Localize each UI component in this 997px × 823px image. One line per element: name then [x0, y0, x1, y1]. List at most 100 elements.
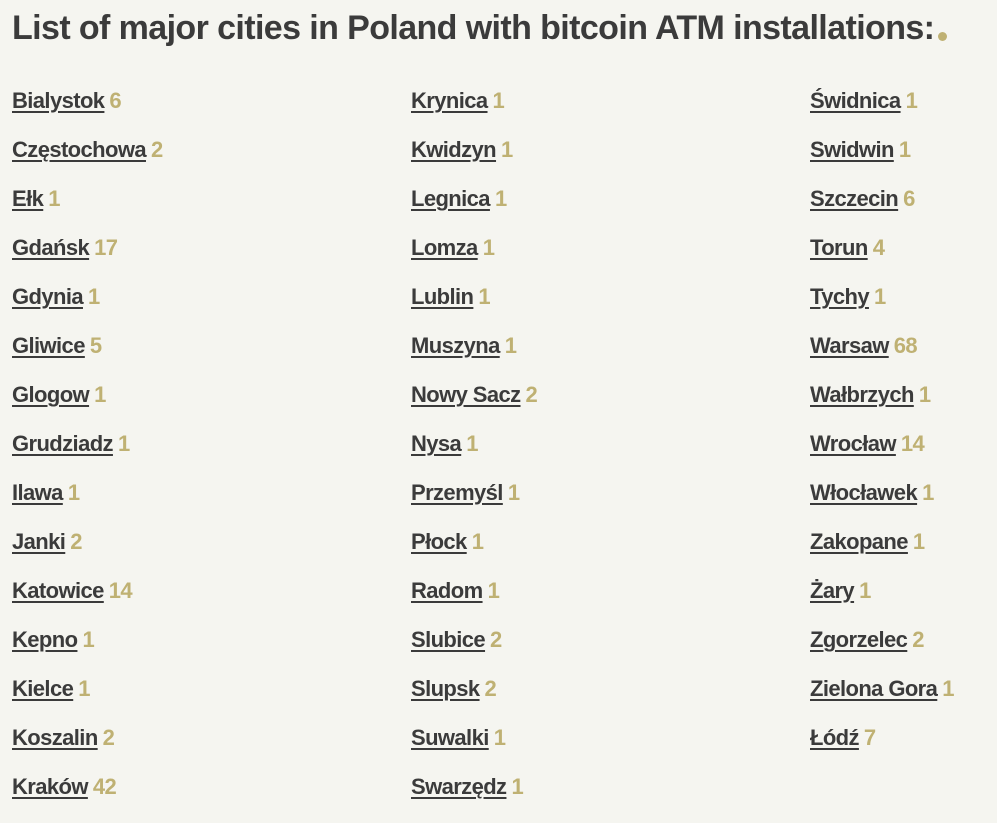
city-link[interactable]: Torun: [810, 235, 868, 260]
city-link[interactable]: Slubice: [411, 627, 486, 652]
city-link[interactable]: Zakopane: [810, 529, 909, 554]
atm-count: 2: [525, 382, 538, 407]
city-link[interactable]: Gdynia: [12, 284, 84, 309]
city-link[interactable]: Slupsk: [411, 676, 480, 701]
list-item: Nysa 1: [411, 429, 537, 478]
atm-count: 6: [903, 186, 915, 211]
atm-count: 1: [78, 676, 90, 701]
city-link[interactable]: Nowy Sacz: [411, 382, 521, 407]
list-item: Glogow 1: [12, 380, 163, 429]
city-column-2: Krynica 1 Kwidzyn 1 Legnica 1 Lomza 1 Lublin 1 Mus…: [411, 86, 538, 821]
city-link[interactable]: Grudziadz: [12, 431, 114, 456]
list-item: Zgorzelec 2: [810, 625, 954, 674]
atm-count: 1: [87, 284, 100, 309]
atm-count: 1: [471, 529, 484, 554]
atm-count: 1: [511, 774, 524, 799]
atm-count: 6: [109, 88, 122, 113]
city-link[interactable]: Swidwin: [810, 137, 894, 162]
atm-count: 14: [108, 578, 133, 603]
atm-count: 1: [504, 333, 517, 358]
atm-count: 14: [900, 431, 925, 456]
city-link[interactable]: Krynica: [411, 88, 488, 113]
atm-count: 1: [493, 725, 506, 750]
list-item: Świdnica 1: [810, 86, 954, 135]
list-item: Bialystok 6: [12, 86, 163, 135]
list-item: Włocławek 1: [810, 478, 954, 527]
city-link[interactable]: Szczecin: [810, 186, 899, 211]
list-item: Ełk 1: [12, 184, 163, 233]
city-link[interactable]: Katowice: [12, 578, 104, 603]
city-link[interactable]: Lublin: [411, 284, 474, 309]
city-link[interactable]: Łódź: [810, 725, 860, 750]
city-link[interactable]: Muszyna: [411, 333, 500, 358]
city-link[interactable]: Świdnica: [810, 88, 901, 113]
atm-count: 2: [490, 627, 502, 652]
city-link[interactable]: Kwidzyn: [411, 137, 497, 162]
list-item: Kwidzyn 1: [411, 135, 537, 184]
list-item: Tychy 1: [810, 282, 954, 331]
city-link[interactable]: Bialystok: [12, 88, 105, 113]
atm-count: 1: [501, 137, 513, 162]
city-link[interactable]: Nysa: [411, 431, 462, 456]
city-link[interactable]: Kielce: [12, 676, 74, 701]
city-link[interactable]: Radom: [411, 578, 483, 603]
list-item: Muszyna 1: [411, 331, 537, 380]
list-item: Legnica 1: [411, 184, 537, 233]
city-link[interactable]: Przemyśl: [411, 480, 503, 505]
city-column-1: Bialystok 6 Częstochowa 2 Ełk 1 Gdańsk 17 Gdynia…: [12, 86, 163, 821]
list-item: Katowice 14: [12, 576, 163, 625]
city-link[interactable]: Lomza: [411, 235, 478, 260]
list-item: Nowy Sacz 2: [411, 380, 538, 429]
list-item: Slupsk 2: [411, 674, 537, 723]
city-link[interactable]: Włocławek: [810, 480, 918, 505]
city-column-3: Świdnica 1 Swidwin 1 Szczecin 6 Torun 4 Tychy 1 Wa…: [810, 86, 955, 772]
city-link[interactable]: Gliwice: [12, 333, 85, 358]
atm-count: 1: [942, 676, 954, 701]
city-link[interactable]: Wrocław: [810, 431, 896, 456]
list-item: Suwalki 1: [411, 723, 537, 772]
title-dot-icon: [938, 32, 948, 41]
city-link[interactable]: Zielona Gora: [810, 676, 938, 701]
atm-count: 1: [912, 529, 925, 554]
city-link[interactable]: Ełk: [12, 186, 44, 211]
city-link[interactable]: Tychy: [810, 284, 870, 309]
list-item: Gliwice 5: [12, 331, 163, 380]
city-link[interactable]: Suwalki: [411, 725, 489, 750]
city-link[interactable]: Warsaw: [810, 333, 889, 358]
atm-count: 1: [918, 382, 931, 407]
atm-count: 1: [482, 235, 495, 260]
atm-count: 1: [922, 480, 934, 505]
city-link[interactable]: Żary: [810, 578, 855, 603]
list-item: Swarzędz 1: [411, 772, 537, 821]
city-link[interactable]: Gdańsk: [12, 235, 90, 260]
city-link[interactable]: Wałbrzych: [810, 382, 914, 407]
list-item: Zielona Gora 1: [810, 674, 955, 723]
atm-count: 1: [466, 431, 478, 456]
city-link[interactable]: Swarzędz: [411, 774, 507, 799]
list-item: Kraków 42: [12, 772, 163, 821]
atm-count: 42: [92, 774, 117, 799]
atm-count: 2: [70, 529, 82, 554]
city-link[interactable]: Janki: [12, 529, 66, 554]
city-link[interactable]: Ilawa: [12, 480, 63, 505]
page-title: List of major cities in Poland with bitc…: [12, 7, 948, 49]
atm-count: 1: [117, 431, 130, 456]
city-link[interactable]: Częstochowa: [12, 137, 147, 162]
list-item: Krynica 1: [411, 86, 537, 135]
city-link[interactable]: Kepno: [12, 627, 78, 652]
atm-count: 68: [893, 333, 918, 358]
list-item: Wałbrzych 1: [810, 380, 954, 429]
atm-count: 1: [487, 578, 500, 603]
atm-count: 1: [492, 88, 505, 113]
city-link[interactable]: Legnica: [411, 186, 491, 211]
city-link[interactable]: Płock: [411, 529, 467, 554]
atm-count: 1: [478, 284, 491, 309]
city-link[interactable]: Kraków: [12, 774, 88, 799]
atm-count: 1: [507, 480, 520, 505]
city-link[interactable]: Zgorzelec: [810, 627, 908, 652]
city-link[interactable]: Glogow: [12, 382, 90, 407]
city-link[interactable]: Koszalin: [12, 725, 98, 750]
list-item: Warsaw 68: [810, 331, 954, 380]
list-item: Płock 1: [411, 527, 537, 576]
list-item: Kepno 1: [12, 625, 163, 674]
